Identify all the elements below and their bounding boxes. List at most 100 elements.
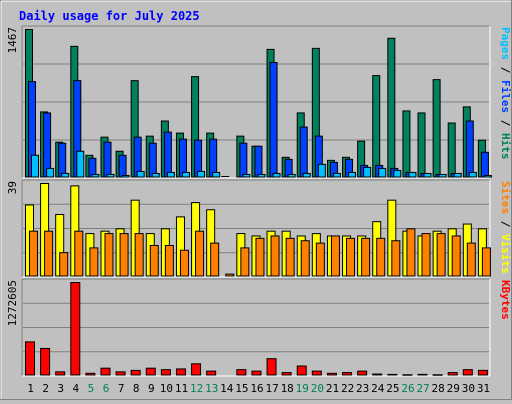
bar-pages-21 — [332, 172, 341, 178]
bar-sites-21 — [330, 235, 340, 277]
visits-panel-legend: Sites / Visits — [499, 181, 512, 274]
bar-files-2 — [43, 112, 52, 178]
bar-sites-25 — [391, 240, 401, 277]
legend-entry: Pages — [499, 27, 512, 60]
legend-entry: / — [499, 113, 512, 133]
bar-pages-29 — [453, 172, 462, 178]
day-label-16: 16 — [250, 382, 263, 395]
bar-pages-18 — [287, 173, 296, 178]
bar-pages-19 — [302, 172, 311, 178]
legend-entry: Visits — [499, 234, 512, 274]
bar-kbytes-7 — [115, 371, 126, 376]
bar-files-15 — [239, 142, 248, 178]
bar-kbytes-24 — [372, 373, 383, 376]
bar-sites-24 — [376, 237, 386, 277]
bar-files-19 — [299, 126, 308, 178]
hits-panel-max-label: 1467 — [6, 27, 19, 54]
bar-pages-13 — [212, 171, 221, 178]
day-label-28: 28 — [432, 382, 445, 395]
bar-sites-29 — [451, 235, 461, 277]
bar-kbytes-18 — [281, 372, 292, 376]
chart-title: Daily usage for July 2025 — [19, 9, 200, 23]
day-label-5: 5 — [88, 382, 95, 395]
bar-kbytes-29 — [447, 372, 458, 376]
bar-kbytes-16 — [251, 370, 262, 376]
legend-entry: KBytes — [499, 280, 512, 320]
day-label-25: 25 — [386, 382, 399, 395]
day-label-9: 9 — [148, 382, 155, 395]
day-label-14: 14 — [220, 382, 234, 395]
bar-kbytes-19 — [296, 365, 307, 376]
bar-kbytes-25 — [387, 373, 398, 376]
legend-entry: / — [499, 60, 512, 80]
bar-pages-12 — [197, 170, 206, 178]
bar-pages-30 — [468, 171, 477, 178]
bar-files-9 — [148, 142, 157, 178]
bar-sites-22 — [346, 237, 356, 277]
day-label-11: 11 — [175, 382, 188, 395]
bar-pages-22 — [348, 171, 357, 178]
day-label-12: 12 — [190, 382, 203, 395]
day-label-20: 20 — [311, 382, 324, 395]
bar-sites-4 — [74, 230, 84, 277]
bar-sites-31 — [481, 247, 491, 277]
day-label-15: 15 — [235, 382, 248, 395]
legend-entry: Files — [499, 80, 512, 113]
bar-sites-20 — [315, 242, 325, 277]
bar-sites-9 — [149, 245, 159, 277]
bar-pages-6 — [106, 173, 115, 178]
day-label-27: 27 — [416, 382, 429, 395]
bar-pages-9 — [151, 172, 160, 178]
bar-pages-1 — [31, 154, 39, 178]
bar-kbytes-30 — [462, 369, 473, 376]
bar-sites-28 — [436, 233, 446, 277]
day-label-21: 21 — [326, 382, 339, 395]
bar-files-30 — [465, 120, 474, 178]
bar-sites-30 — [466, 242, 476, 277]
bar-sites-19 — [300, 240, 310, 277]
day-label-1: 1 — [27, 382, 34, 395]
bar-pages-3 — [61, 172, 70, 178]
day-label-8: 8 — [133, 382, 140, 395]
day-label-13: 13 — [205, 382, 218, 395]
hits-panel-legend: Pages / Files / Hits — [499, 27, 512, 160]
bar-sites-14 — [225, 273, 235, 277]
bar-kbytes-17 — [266, 358, 277, 376]
bar-kbytes-3 — [55, 371, 66, 376]
day-label-22: 22 — [341, 382, 354, 395]
bar-files-10 — [163, 131, 172, 178]
bar-kbytes-8 — [130, 369, 141, 376]
day-label-6: 6 — [103, 382, 110, 395]
bar-kbytes-13 — [206, 370, 217, 376]
bar-files-3 — [58, 142, 67, 178]
day-label-30: 30 — [462, 382, 475, 395]
legend-entry: Sites — [499, 181, 512, 214]
bar-files-31 — [480, 151, 489, 178]
bar-pages-10 — [166, 171, 175, 178]
bar-sites-12 — [195, 230, 205, 277]
bar-hits-25 — [387, 37, 396, 178]
bar-kbytes-26 — [402, 374, 413, 376]
legend-entry: / — [499, 214, 512, 234]
bar-kbytes-15 — [236, 369, 247, 376]
bar-pages-28 — [438, 173, 447, 178]
bar-kbytes-1 — [25, 341, 35, 376]
bar-sites-10 — [164, 245, 174, 277]
day-label-7: 7 — [118, 382, 125, 395]
bar-pages-17 — [272, 172, 281, 178]
bar-pages-23 — [363, 166, 372, 178]
bar-hits-27 — [417, 112, 426, 178]
bar-sites-26 — [406, 228, 416, 277]
bar-files-16 — [254, 145, 263, 178]
kbytes-panel-legend: KBytes — [499, 280, 512, 320]
bar-kbytes-22 — [342, 372, 353, 376]
bar-pages-5 — [91, 173, 100, 178]
bar-sites-1 — [29, 230, 38, 277]
bar-kbytes-6 — [100, 367, 111, 376]
bar-sites-3 — [59, 252, 69, 277]
visits-panel-max-label: 39 — [6, 181, 19, 194]
day-label-31: 31 — [477, 382, 490, 395]
bar-kbytes-23 — [357, 370, 368, 376]
bar-sites-8 — [134, 233, 144, 277]
